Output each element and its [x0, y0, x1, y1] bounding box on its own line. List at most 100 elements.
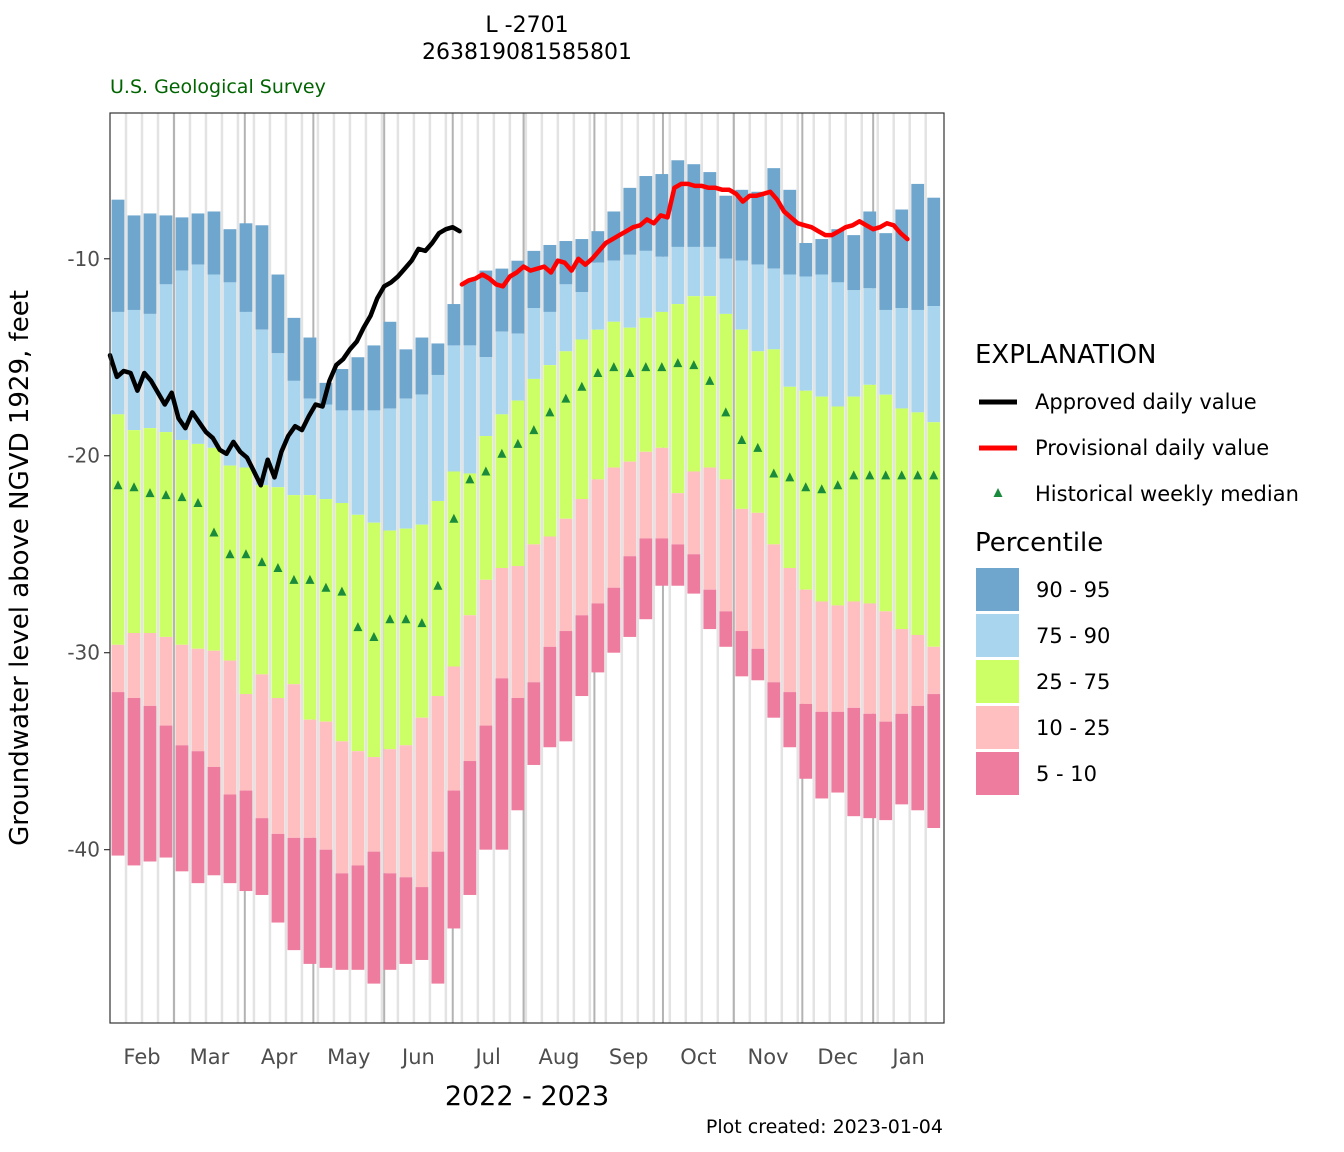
percentile-bar — [447, 304, 461, 346]
percentile-bar — [623, 254, 637, 328]
percentile-bar — [207, 274, 221, 448]
percentile-bar — [655, 256, 669, 312]
percentile-bar — [639, 250, 653, 318]
percentile-bar — [399, 349, 413, 399]
percentile-bar — [863, 288, 877, 385]
percentile-bar — [127, 309, 141, 431]
percentile-bar — [767, 544, 781, 683]
percentile-bar — [143, 428, 157, 633]
weekly-median-point — [641, 362, 651, 372]
percentile-bar — [543, 311, 557, 366]
percentile-bar — [271, 274, 285, 354]
approved-daily-line — [107, 224, 462, 488]
percentile-bar — [767, 168, 781, 269]
percentile-bar — [415, 394, 429, 525]
percentile-bar — [751, 264, 765, 352]
x-tick-label: Aug — [538, 1045, 579, 1069]
percentile-bar — [479, 357, 493, 437]
percentile-bar — [847, 290, 861, 397]
percentile-bar — [383, 530, 397, 750]
weekly-median-point — [737, 434, 747, 444]
provisional-daily-line — [459, 181, 910, 289]
percentile-bar — [799, 703, 813, 779]
percentile-bar — [671, 246, 685, 305]
percentile-bar — [223, 794, 237, 884]
percentile-bar — [591, 603, 605, 673]
weekly-median-point — [545, 407, 555, 417]
x-tick-label: Oct — [680, 1045, 716, 1069]
weekly-median-point — [577, 381, 587, 391]
percentile-bar — [367, 851, 381, 984]
weekly-median-point — [657, 362, 667, 372]
percentile-bar — [111, 414, 125, 645]
percentile-bar — [735, 189, 749, 261]
weekly-median-point — [785, 472, 795, 482]
percentile-bar — [623, 556, 637, 637]
weekly-median-point — [433, 580, 443, 590]
x-tick-label: Jan — [890, 1045, 924, 1069]
legend-band-label: 90 - 95 — [1036, 578, 1110, 602]
percentile-bar — [719, 313, 733, 480]
percentile-bar — [223, 229, 237, 283]
weekly-median-point — [593, 368, 603, 377]
weekly-median-point — [449, 513, 459, 523]
percentile-bar — [831, 711, 845, 793]
percentile-bar — [783, 692, 797, 748]
x-tick-label: May — [327, 1045, 370, 1069]
percentile-bar — [367, 410, 381, 523]
percentile-bar — [175, 745, 189, 872]
percentile-bar — [463, 761, 477, 895]
percentile-bar — [927, 306, 941, 423]
percentile-bar — [639, 538, 653, 620]
weekly-median-point — [289, 574, 299, 584]
x-tick-label: Apr — [261, 1045, 298, 1069]
weekly-median-point — [913, 470, 923, 480]
percentile-bar — [319, 849, 333, 968]
percentile-bar — [191, 443, 205, 649]
percentile-bar — [703, 589, 717, 630]
percentile-bar — [383, 408, 397, 531]
percentile-bar — [399, 877, 413, 964]
percentile-bar — [191, 264, 205, 444]
weekly-median-point — [225, 549, 235, 559]
legend-band-label: 75 - 90 — [1036, 624, 1110, 648]
percentile-bar — [911, 634, 925, 706]
percentile-bar — [511, 333, 525, 401]
percentile-bar — [527, 378, 541, 545]
percentile-bar — [463, 280, 477, 346]
weekly-median-point — [705, 375, 715, 385]
percentile-bar — [143, 633, 157, 706]
weekly-median-point — [401, 614, 411, 624]
percentile-bar — [351, 410, 365, 515]
percentile-bar — [255, 818, 269, 895]
percentile-bar — [719, 258, 733, 314]
percentile-bar — [143, 213, 157, 314]
percentile-bar — [207, 766, 221, 876]
percentile-bar — [495, 414, 509, 568]
weekly-median-point — [769, 468, 779, 478]
percentile-bar — [335, 410, 349, 503]
weekly-median-point — [881, 470, 891, 480]
legend-median-label: Historical weekly median — [1035, 482, 1299, 506]
percentile-bar — [159, 432, 173, 637]
percentile-bar — [735, 329, 749, 509]
percentile-bar — [687, 246, 701, 297]
legend-band-label: 5 - 10 — [1036, 762, 1097, 786]
percentile-bar — [623, 327, 637, 462]
percentile-bar — [863, 384, 877, 604]
percentile-bar — [111, 199, 125, 312]
percentile-bar — [255, 485, 269, 675]
percentile-bar — [767, 349, 781, 545]
percentile-bar — [783, 189, 797, 275]
percentile-bar — [703, 246, 717, 297]
percentile-bar — [687, 164, 701, 247]
percentile-bar — [591, 329, 605, 480]
percentile-bar — [431, 374, 445, 502]
chart-title: L -2701 — [485, 13, 568, 38]
percentile-bar — [895, 629, 909, 714]
percentile-bar — [175, 217, 189, 271]
percentile-bar — [607, 321, 621, 468]
percentile-bar — [335, 873, 349, 970]
percentile-bar — [927, 646, 941, 695]
percentile-bar — [687, 554, 701, 594]
